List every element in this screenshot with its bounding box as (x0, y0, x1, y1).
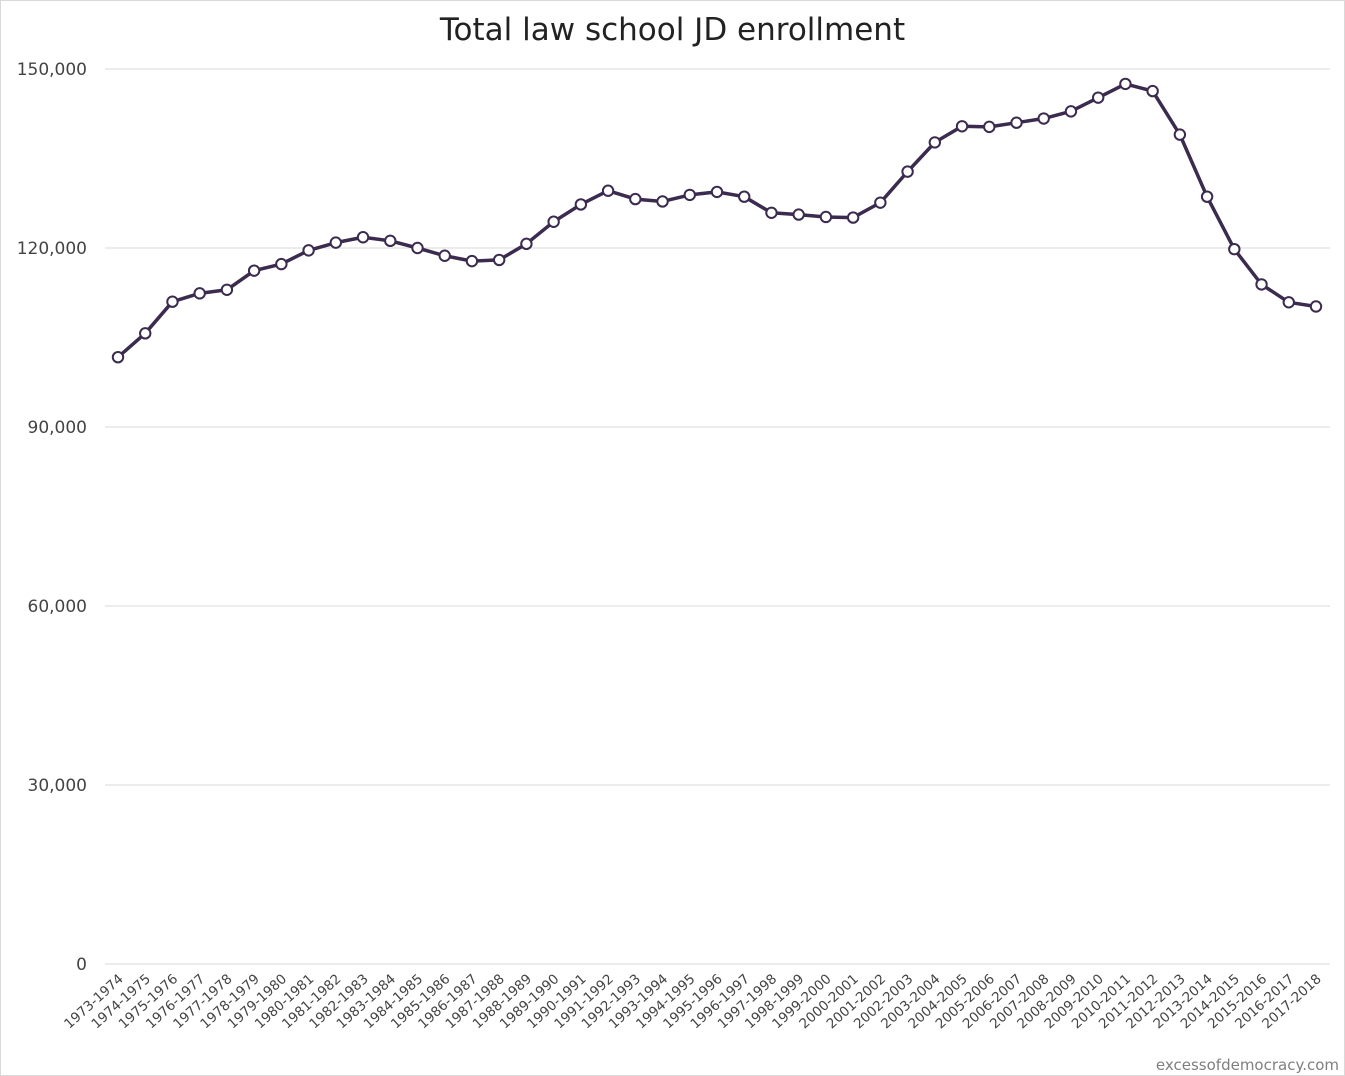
data-point (492, 253, 506, 267)
data-point (683, 188, 696, 202)
data-point (846, 211, 860, 224)
y-tick-label: 150,000 (17, 60, 87, 80)
y-tick-label: 0 (76, 955, 87, 975)
data-point (819, 210, 833, 224)
watermark: excessofdemocracy.com (1155, 1056, 1339, 1074)
data-point (547, 215, 560, 228)
data-point (656, 195, 669, 208)
y-tick-label: 120,000 (17, 239, 87, 259)
gridlines (105, 68, 1330, 965)
y-tick-label: 30,000 (28, 776, 87, 796)
data-point (792, 208, 805, 221)
data-point (1091, 91, 1105, 104)
data-point (166, 295, 179, 308)
series-points (111, 77, 1323, 364)
data-point (111, 350, 125, 364)
data-point (247, 264, 261, 277)
chart-title: Total law school JD enrollment (439, 12, 906, 48)
data-point (275, 257, 288, 271)
y-axis-tick-labels: 0 30,000 60,000 90,000 120,000 150,000 (17, 60, 87, 975)
series-line (116, 82, 1318, 359)
data-point (601, 184, 615, 197)
data-point (438, 249, 451, 262)
data-point (1146, 84, 1159, 98)
data-point (520, 237, 533, 251)
data-point (411, 241, 424, 255)
data-point (1282, 296, 1295, 309)
data-point (1119, 77, 1132, 91)
data-point (629, 192, 642, 206)
data-point (1309, 300, 1323, 313)
data-point (465, 254, 479, 268)
data-point (302, 244, 315, 257)
data-point (329, 236, 343, 249)
y-tick-label: 60,000 (28, 597, 87, 617)
data-point (1255, 278, 1268, 291)
data-point (738, 190, 751, 203)
x-axis-tick-labels: 1973-19741974-19751975-19761976-19771977… (61, 971, 1324, 1032)
data-point (574, 198, 588, 211)
data-point (874, 196, 887, 209)
series-line-group (116, 82, 1318, 359)
data-point (1010, 116, 1023, 129)
data-point (765, 206, 778, 219)
data-point (710, 185, 724, 199)
data-point (928, 136, 942, 149)
data-point (139, 327, 152, 340)
data-point (1228, 242, 1241, 256)
data-point (955, 120, 969, 133)
data-point (356, 231, 370, 244)
y-tick-label: 90,000 (28, 418, 87, 438)
data-point (1173, 128, 1187, 141)
data-point (384, 234, 397, 248)
data-point (220, 283, 234, 296)
data-point (1200, 190, 1214, 203)
data-point (193, 287, 206, 300)
data-point (983, 120, 996, 134)
data-point (1064, 105, 1078, 118)
data-point (901, 165, 914, 178)
data-point (1037, 112, 1050, 125)
